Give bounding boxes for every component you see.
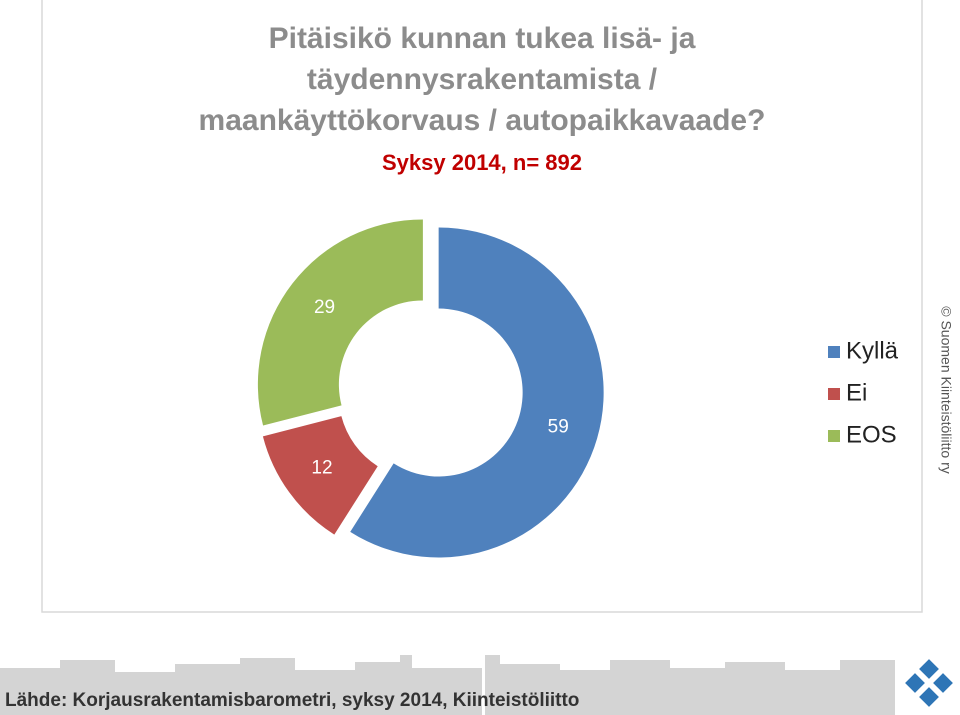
donut-slice [350, 227, 604, 558]
legend-swatch [828, 430, 840, 442]
data-label: 29 [314, 297, 335, 318]
chart-subtitle: Syksy 2014, n= 892 [382, 150, 582, 175]
data-label: 12 [311, 457, 332, 478]
legend-label: EOS [846, 421, 897, 448]
copyright: © Suomen Kiinteistöliitto ry [938, 306, 954, 474]
source: Lähde: Korjausrakentamisbarometri, syksy… [5, 690, 579, 711]
legend-label: Ei [846, 379, 867, 406]
legend-label: Kyllä [846, 337, 899, 364]
skyline [0, 655, 895, 715]
logo [905, 659, 953, 707]
donut-slice [262, 416, 378, 535]
legend-swatch [828, 346, 840, 358]
donut-slice [257, 219, 423, 426]
legend-swatch [828, 388, 840, 400]
data-label: 59 [548, 416, 569, 437]
chart-title: maankäyttökorvaus / autopaikkavaade? [199, 104, 766, 137]
chart-title: täydennysrakentamista / [307, 63, 658, 96]
chart-title: Pitäisikö kunnan tukea lisä- ja [269, 22, 696, 55]
